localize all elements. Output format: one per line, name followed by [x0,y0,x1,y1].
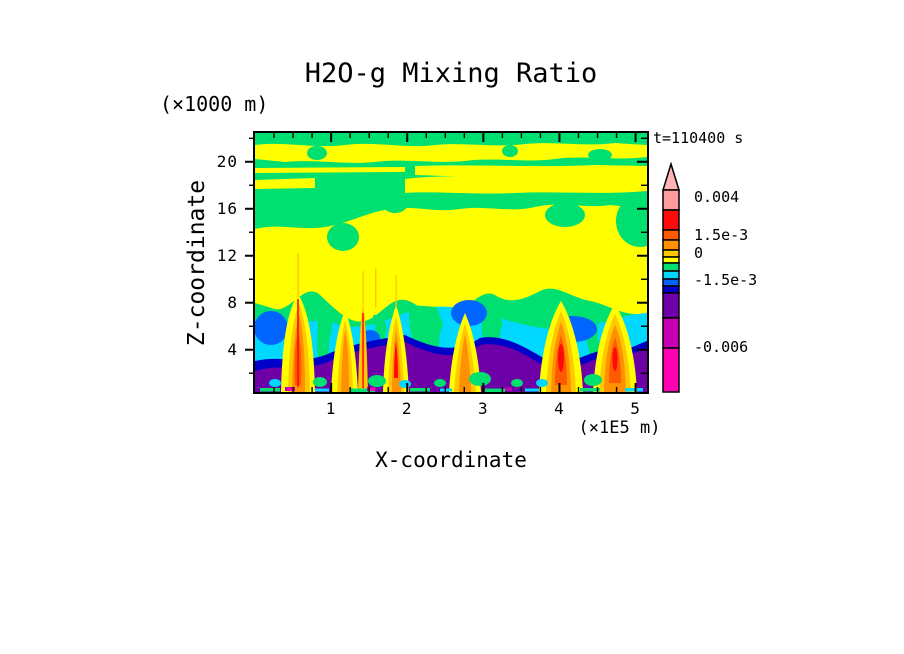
x-tick-label: 1 [325,399,337,418]
y-tick-label: 20 [216,151,238,171]
colorbar-box-cyan [662,270,680,280]
y-tick-label: 12 [216,245,238,265]
colorbar-box-purple [662,292,680,319]
colorbar-arrow-icon [661,162,681,191]
colorbar-label: 1.5e-3 [694,226,749,244]
y-tick-label: 16 [216,198,238,218]
x-axis-title: X-coordinate [375,448,527,472]
chart-title: H2O-g Mixing Ratio [304,58,598,89]
colorbar-box-yellow [662,256,680,264]
x-tick-label: 4 [554,399,565,418]
colorbar-box-pink [662,347,680,393]
colorbar-box-gold [662,249,680,258]
layer-surface-speckles [260,372,643,392]
colorbar-label: -1.5e-3 [694,271,758,289]
x-tick-label: 3 [478,399,489,418]
contour-plot [255,133,647,392]
colorbar [661,162,681,393]
axis-inside-ticks [273,133,647,392]
colorbar-box-navy [662,285,680,294]
colorbar-box-blue [662,278,680,287]
y-axis-unit-label: (×1000 m) [160,92,269,116]
colorbar-box-orange [662,239,680,251]
colorbar-label: -0.006 [694,338,749,356]
time-annotation: t=110400 s [653,129,744,147]
plot-area [253,131,649,394]
colorbar-box-magenta [662,317,680,349]
layer-upper-yellow-bands [255,143,647,194]
colorbar-box-red [662,209,680,231]
y-tick-label: 4 [227,339,238,359]
colorbar-box-orangered [662,229,680,241]
x-axis-unit-label: (×1E5 m) [578,418,661,438]
y-tick-label: 8 [227,292,238,312]
colorbar-label: 0 [694,244,704,262]
colorbar-box-green [662,262,680,272]
layer-plumes [281,253,637,392]
colorbar-label: 0.004 [694,188,740,206]
colorbar-box-salmon [662,189,680,211]
x-tick-label: 5 [630,399,641,418]
y-axis-outside-ticks [245,137,253,374]
x-tick-label: 2 [401,399,413,418]
colorbar-boxes [662,189,680,393]
